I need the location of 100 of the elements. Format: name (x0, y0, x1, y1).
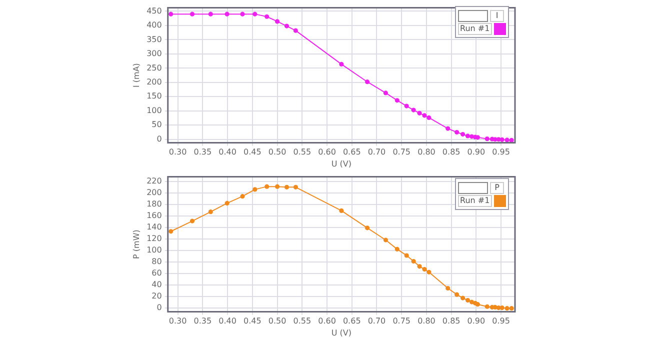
x-tick-label: 0.60 (318, 148, 336, 157)
x-tick-label: 0.55 (293, 316, 312, 326)
point (446, 126, 450, 131)
x-tick-label: 0.45 (244, 148, 262, 157)
y-axis-title: P (mW) (132, 230, 141, 259)
point (460, 296, 466, 300)
y-tick-label: 100 (146, 106, 162, 115)
y-tick-label: 160 (146, 210, 162, 220)
point (339, 62, 344, 66)
legend-title: P (490, 182, 504, 194)
point (504, 306, 510, 311)
x-tick-label: 0.95 (492, 316, 510, 326)
point (496, 137, 501, 142)
point (190, 12, 195, 16)
point (454, 292, 460, 297)
point (411, 108, 416, 112)
point (208, 12, 213, 16)
x-tick-label: 0.65 (342, 316, 361, 326)
x-tick-label: 0.85 (442, 316, 460, 326)
point (240, 194, 245, 199)
x-tick-label: 0.55 (293, 148, 312, 157)
y-tick-label: 400 (146, 20, 162, 30)
point (383, 90, 388, 96)
point (240, 12, 245, 16)
y-tick-label: 20 (152, 291, 162, 300)
point (417, 110, 422, 116)
x-tick-label: 0.80 (418, 148, 436, 157)
x-tick-label: 0.50 (268, 148, 286, 157)
x-tick-label: 0.95 (492, 148, 510, 157)
point (426, 115, 432, 120)
x-tick-label: 0.45 (244, 316, 262, 326)
point (426, 270, 432, 274)
point (394, 246, 400, 252)
y-tick-label: 450 (146, 6, 162, 16)
point (364, 80, 370, 84)
y-tick-label: 200 (146, 78, 162, 86)
y-tick-label: 220 (146, 176, 162, 186)
y-axis-title: I (mA) (132, 63, 141, 88)
point (284, 24, 290, 28)
point (284, 184, 290, 190)
x-tick-label: 0.75 (392, 316, 411, 326)
y-tick-label: 80 (152, 256, 162, 266)
point (422, 266, 427, 272)
x-tick-label: 0.80 (418, 316, 436, 326)
point (394, 98, 400, 103)
point (500, 305, 504, 310)
point (190, 218, 195, 224)
point (465, 134, 470, 138)
point (411, 258, 416, 264)
y-tick-label: 250 (146, 63, 162, 72)
x-tick-label: 0.40 (218, 316, 236, 326)
point (364, 226, 370, 230)
y-tick-label: 40 (152, 280, 162, 289)
x-tick-label: 0.40 (218, 148, 236, 157)
point (274, 19, 280, 24)
legend-label: Run #1 (458, 22, 492, 34)
x-tick-label: 0.35 (194, 316, 212, 326)
point (383, 238, 388, 242)
y-tick-label: 180 (146, 199, 162, 208)
x-tick-label: 0.85 (442, 148, 460, 157)
point (264, 14, 270, 19)
x-axis-title: U (V) (331, 328, 352, 338)
point (496, 305, 501, 310)
point (454, 130, 460, 135)
x-tick-label: 0.30 (168, 316, 187, 326)
point (252, 187, 258, 192)
point (460, 132, 466, 137)
x-tick-label: 0.90 (467, 316, 486, 326)
y-tick-label: 60 (152, 268, 162, 278)
x-axis-title: U (V) (331, 159, 352, 168)
point (417, 264, 422, 269)
x-tick-label: 0.70 (368, 148, 386, 157)
point (504, 138, 510, 142)
point (484, 304, 490, 309)
y-tick-label: 150 (146, 92, 162, 101)
y-tick-label: 350 (146, 34, 162, 44)
y-tick-label: 100 (146, 245, 162, 254)
point (339, 208, 344, 213)
point (422, 113, 427, 118)
point (465, 298, 470, 303)
point (404, 104, 409, 108)
point (274, 184, 280, 189)
point (475, 302, 480, 307)
point (293, 184, 298, 190)
x-tick-label: 0.30 (168, 148, 187, 157)
point (509, 306, 514, 311)
point (484, 136, 490, 142)
point (293, 28, 298, 33)
x-tick-label: 0.90 (467, 148, 486, 157)
x-tick-label: 0.35 (194, 148, 212, 157)
y-tick-label: 300 (146, 49, 162, 58)
x-tick-label: 0.70 (368, 316, 386, 326)
point (168, 229, 174, 234)
point (224, 12, 230, 16)
y-tick-label: 50 (152, 120, 162, 130)
point (168, 12, 174, 16)
y-tick-label: 120 (146, 234, 162, 243)
point (469, 300, 474, 304)
x-tick-label: 0.50 (268, 316, 286, 326)
point (500, 137, 504, 142)
